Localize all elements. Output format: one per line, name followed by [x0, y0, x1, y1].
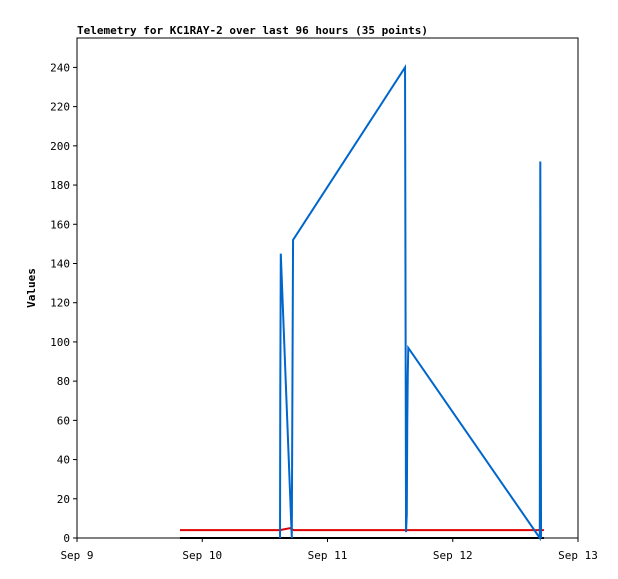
y-tick-label: 240	[50, 61, 70, 74]
x-tick-label: Sep 12	[433, 549, 473, 562]
y-tick-label: 140	[50, 257, 70, 270]
y-tick-label: 40	[57, 454, 70, 467]
y-tick-label: 60	[57, 414, 70, 427]
y-tick-label: 160	[50, 218, 70, 231]
y-tick-label: 80	[57, 375, 70, 388]
y-tick-label: 220	[50, 101, 70, 114]
plot-frame	[76, 37, 579, 539]
y-tick-label: 200	[50, 140, 70, 153]
series-line	[179, 527, 544, 532]
y-tick-label: 0	[63, 532, 70, 545]
y-tick-label: 120	[50, 297, 70, 310]
y-axis-label: Values	[25, 268, 38, 308]
x-tick-label: Sep 11	[308, 549, 348, 562]
y-tick-label: 180	[50, 179, 70, 192]
chart-title: Telemetry for KC1RAY-2 over last 96 hour…	[77, 24, 428, 37]
x-tick-label: Sep 9	[60, 549, 93, 562]
series-line	[279, 64, 543, 542]
y-tick-label: 20	[57, 493, 70, 506]
y-tick-label: 100	[50, 336, 70, 349]
x-tick-label: Sep 13	[558, 549, 598, 562]
x-tick-label: Sep 10	[182, 549, 222, 562]
